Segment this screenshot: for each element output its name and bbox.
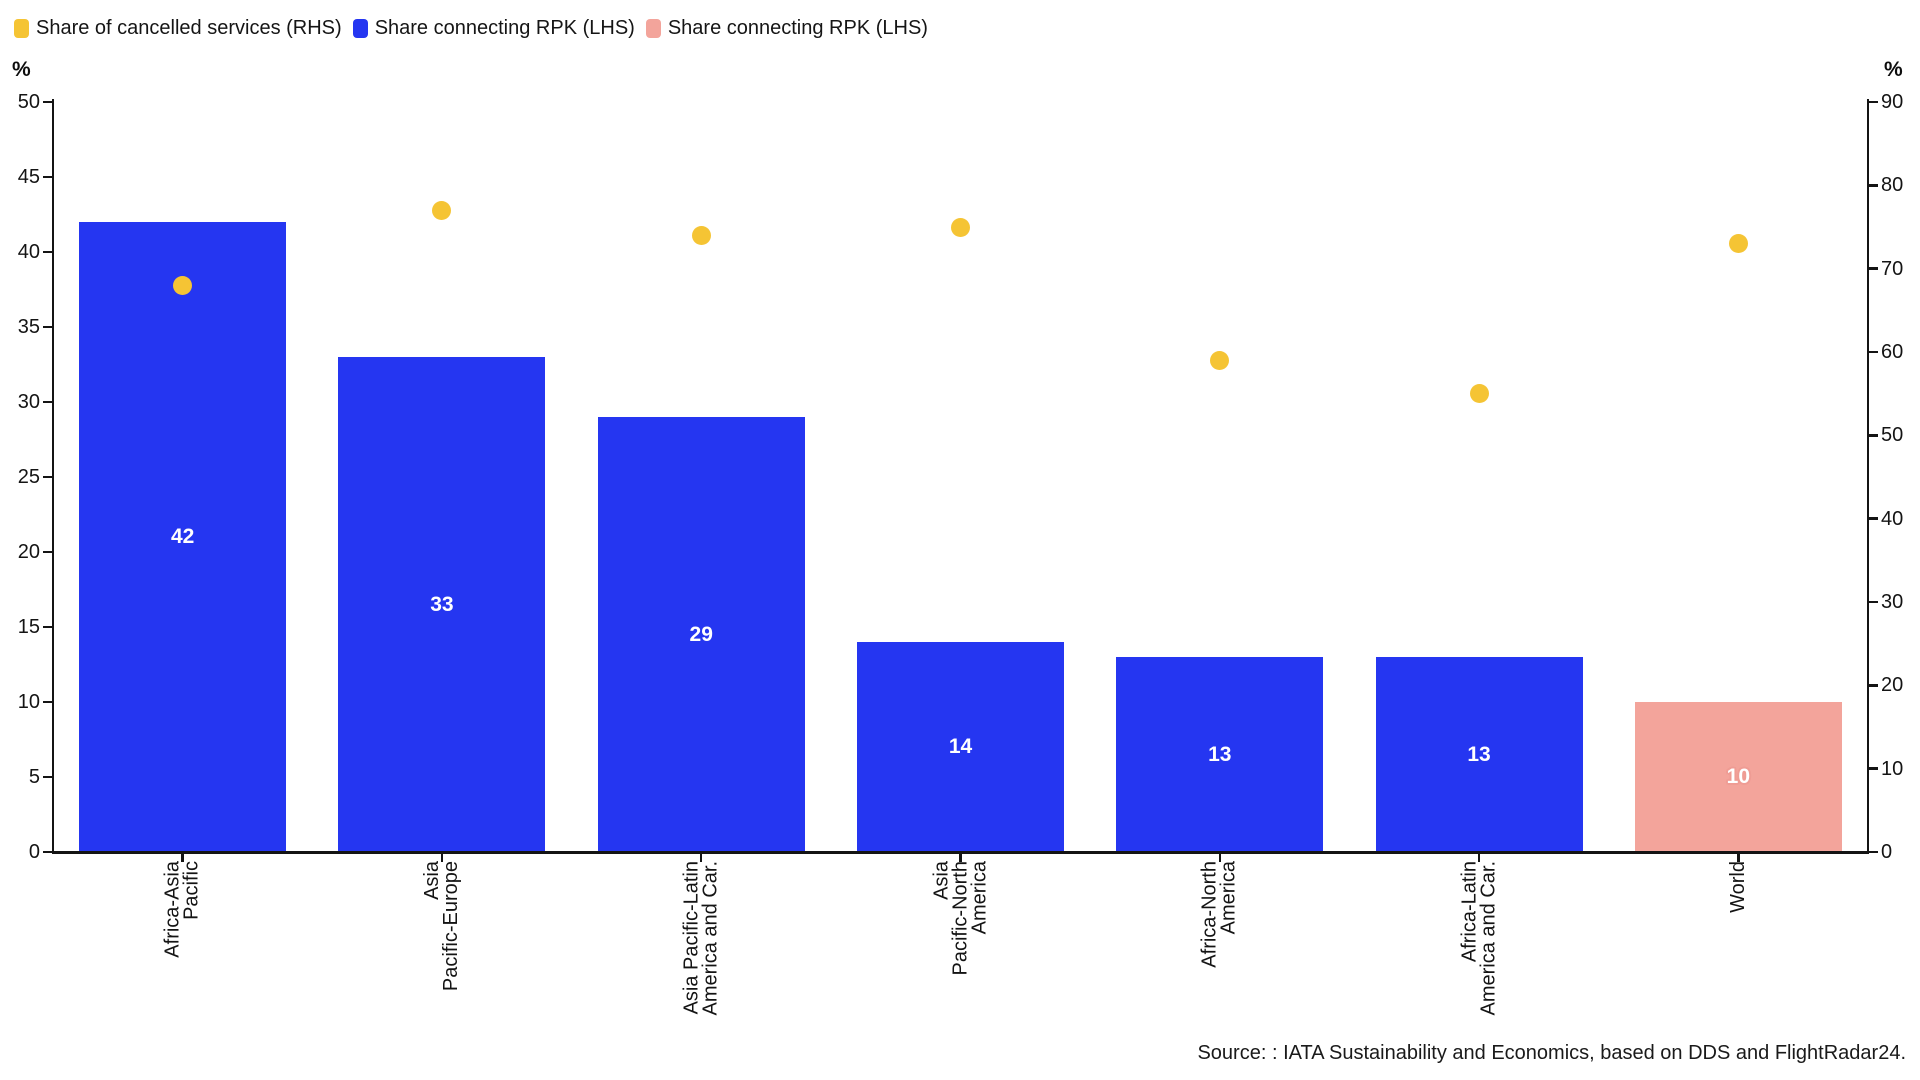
x-axis-tick-mark <box>181 853 184 862</box>
dot-world <box>1728 234 1748 254</box>
bar-world <box>1634 702 1842 851</box>
left-axis-tick-label: 20 <box>17 541 40 563</box>
dot-asia-pacific-latin-america-and-car- <box>691 225 711 245</box>
right-axis-tick-mark <box>1869 767 1878 770</box>
right-axis-tick-mark <box>1869 100 1878 104</box>
x-axis-tick-mark <box>1218 853 1222 862</box>
connecting-rpk-regions-swatch-icon <box>352 19 368 38</box>
x-axis-tick-mark <box>959 853 962 862</box>
bar-asia-pacific-latin-america-and-car- <box>597 417 805 851</box>
right-axis-tick-label: 40 <box>1881 507 1904 530</box>
legend-label: Share of cancelled services (RHS) <box>36 17 342 39</box>
x-axis-category-text: Asia Pacific-Latin America and Car. <box>680 861 722 1016</box>
right-axis-tick-label: 0 <box>1881 841 1893 863</box>
right-y-axis-line <box>1866 99 1869 853</box>
dot-africa-north-america <box>1210 350 1230 370</box>
x-axis-tick-mark <box>440 853 444 862</box>
bar-value-label: 13 <box>1208 742 1232 766</box>
right-axis-tick-mark <box>1869 517 1878 520</box>
left-axis-tick-mark <box>43 325 52 329</box>
left-axis-tick-mark <box>43 250 52 254</box>
x-axis-category-text: Asia Pacific-Europe <box>420 861 462 992</box>
bar-value-label: 33 <box>430 592 454 616</box>
left-axis-tick-mark <box>43 550 52 554</box>
right-axis-tick-mark <box>1869 267 1878 270</box>
left-axis-tick-label: 25 <box>17 466 40 488</box>
right-axis-tick-mark <box>1869 850 1878 854</box>
right-axis-unit-label: % <box>1884 58 1903 81</box>
left-axis-tick-label: 5 <box>28 766 40 788</box>
x-axis-tick-mark <box>1737 853 1740 862</box>
bar-value-label: 14 <box>948 735 973 758</box>
left-axis-tick-mark <box>43 475 52 479</box>
dot-africa-latin-america-and-car- <box>1469 384 1489 404</box>
right-axis-tick-label: 80 <box>1881 174 1904 197</box>
right-axis-tick-mark <box>1869 434 1878 437</box>
left-axis-tick-mark <box>43 775 52 779</box>
x-axis-tick-mark <box>699 853 703 862</box>
left-axis-tick-mark <box>43 175 52 179</box>
right-axis-tick-mark <box>1869 600 1878 604</box>
right-axis-tick-label: 20 <box>1881 674 1904 697</box>
x-axis-tick-mark <box>1477 853 1481 862</box>
bar-value-label: 29 <box>689 622 713 646</box>
x-axis-category-text: Africa-North America <box>1198 861 1240 968</box>
left-axis-tick-mark <box>43 400 52 404</box>
legend-label: Share connecting RPK (LHS) <box>374 17 635 39</box>
bar-value-label: 42 <box>170 525 195 548</box>
dot-asia-pacific-north-america <box>951 217 970 237</box>
cancelled-services-swatch-icon <box>14 19 29 38</box>
left-axis-tick-label: 50 <box>17 91 40 113</box>
right-axis-tick-mark <box>1869 350 1878 354</box>
bar-value-label: 13 <box>1467 742 1491 766</box>
left-axis-tick-mark <box>43 100 52 104</box>
x-axis-category-text: Africa-Latin America and Car. <box>1458 861 1500 1016</box>
right-axis-tick-mark <box>1869 684 1878 687</box>
chart-legend: Share of cancelled services (RHS) Share c… <box>14 17 928 40</box>
connecting-rpk-world-swatch-icon <box>645 19 661 38</box>
left-axis-tick-mark <box>43 700 52 704</box>
bar-value-label: 10 <box>1726 765 1751 788</box>
legend-item-connecting-rpk-world: Share connecting RPK (LHS) <box>645 17 928 40</box>
bar-asia-pacific-europe <box>338 357 546 851</box>
dot-asia-pacific-europe <box>432 200 452 220</box>
right-axis-tick-label: 30 <box>1881 591 1904 613</box>
legend-item-cancelled-services: Share of cancelled services (RHS) <box>14 17 342 40</box>
source-note: Source: : IATA Sustainability and Econom… <box>1197 1042 1906 1064</box>
right-axis-tick-label: 70 <box>1881 257 1904 280</box>
x-axis-category-text: Africa-Asia Pacific <box>161 861 203 958</box>
left-axis-tick-mark <box>43 850 52 854</box>
dot-africa-asia-pacific <box>173 275 193 295</box>
left-axis-tick-label: 10 <box>17 691 40 713</box>
left-axis-tick-mark <box>43 625 52 629</box>
legend-label: Share connecting RPK (LHS) <box>667 17 928 39</box>
bar-asia-pacific-north-america <box>857 642 1064 851</box>
bar-africa-asia-pacific <box>79 222 287 851</box>
left-axis-tick-label: 15 <box>17 616 40 638</box>
left-axis-tick-label: 0 <box>28 841 40 863</box>
bar-africa-latin-america-and-car- <box>1375 657 1583 851</box>
left-axis-tick-label: 30 <box>17 391 40 413</box>
left-axis-tick-label: 40 <box>17 241 40 263</box>
left-axis-tick-label: 45 <box>17 166 40 188</box>
right-axis-tick-label: 90 <box>1881 91 1904 113</box>
right-axis-tick-mark <box>1869 184 1878 187</box>
left-axis-unit-label: % <box>12 58 31 81</box>
x-axis-category-text: World <box>1726 861 1749 913</box>
right-axis-tick-label: 60 <box>1881 341 1904 363</box>
left-y-axis-line <box>51 99 54 853</box>
x-axis-category-text: Asia Pacific-North America <box>930 861 990 976</box>
bar-africa-north-america <box>1116 657 1324 851</box>
right-axis-tick-label: 50 <box>1881 424 1904 447</box>
legend-item-connecting-rpk-regions: Share connecting RPK (LHS) <box>352 17 635 40</box>
right-axis-tick-label: 10 <box>1881 757 1904 780</box>
left-axis-tick-label: 35 <box>17 316 40 338</box>
x-axis-line <box>51 851 1869 854</box>
